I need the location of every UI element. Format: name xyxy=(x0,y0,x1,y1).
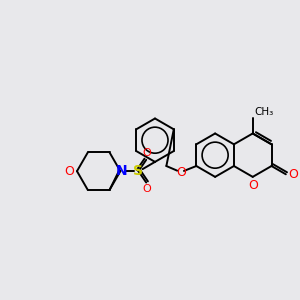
Text: O: O xyxy=(248,179,258,193)
Text: O: O xyxy=(176,166,186,179)
Text: O: O xyxy=(142,148,151,158)
Text: O: O xyxy=(142,184,151,194)
Text: N: N xyxy=(116,164,128,178)
Text: CH₃: CH₃ xyxy=(254,107,274,117)
Text: O: O xyxy=(64,165,74,178)
Text: S: S xyxy=(134,164,143,178)
Text: O: O xyxy=(288,168,298,181)
